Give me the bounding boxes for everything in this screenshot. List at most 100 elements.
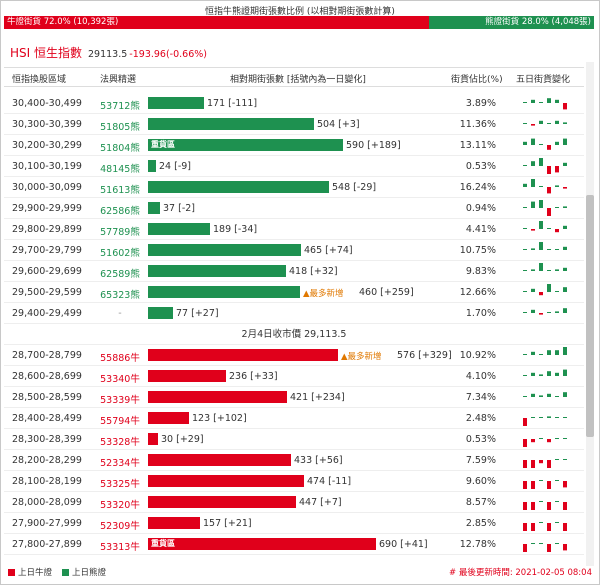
spark-bar <box>523 102 527 103</box>
price-range: 28,200-28,299 <box>12 455 82 466</box>
spark-bar <box>547 228 551 229</box>
table-row[interactable]: 29,800-29,899 57789熊 189 [-34] 4.41% <box>4 219 584 240</box>
warrant-code-link[interactable]: 51602熊 <box>100 248 140 259</box>
table-row[interactable]: 29,700-29,799 51602熊 465 [+74] 10.75% <box>4 240 584 261</box>
spark-bar <box>531 351 535 355</box>
spark-bar <box>547 460 551 468</box>
table-row[interactable]: 27,900-27,999 52309牛 157 [+21] 2.85% <box>4 513 584 534</box>
index-change: -193.96(-0.66%) <box>129 49 207 60</box>
spark-bar <box>547 166 551 174</box>
warrant-code-link[interactable]: 52334牛 <box>100 458 140 469</box>
table-row[interactable]: 28,600-28,699 53340牛 236 [+33] 4.10% <box>4 366 584 387</box>
price-range: 28,500-28,599 <box>12 392 82 403</box>
spark-bar <box>531 372 535 376</box>
header-pct: 街貨佔比(%) <box>451 75 503 85</box>
qty-text: 236 [+33] <box>229 371 278 382</box>
warrant-code-link[interactable]: 53313牛 <box>100 542 140 553</box>
spark-bar <box>563 392 567 397</box>
spark-bar <box>563 122 567 124</box>
table-row[interactable]: 28,100-28,199 53325牛 474 [-11] 9.60% <box>4 471 584 492</box>
legend-bull-swatch <box>8 569 15 576</box>
spark-bar <box>555 166 559 173</box>
qty-text: 421 [+234] <box>290 392 345 403</box>
share-percent: 1.70% <box>465 308 496 319</box>
warrant-code-link[interactable]: 55794牛 <box>100 416 140 427</box>
spark-bar <box>523 123 527 124</box>
warrant-code-link[interactable]: 53325牛 <box>100 479 140 490</box>
spark-bar <box>547 371 551 376</box>
spark-bar <box>539 120 543 124</box>
header-qty: 相對期街張數 [括號內為一日變化] <box>230 75 366 85</box>
header-code: 法興精選 <box>100 75 137 85</box>
warrant-code-link[interactable]: 62589熊 <box>100 269 140 280</box>
spark-bar <box>547 145 551 150</box>
spark-bar <box>523 396 527 397</box>
spark-bar <box>523 165 527 166</box>
spark-bar <box>563 308 567 313</box>
spark-bar <box>539 158 543 166</box>
price-range: 30,000-30,099 <box>12 182 82 193</box>
scrollbar-thumb[interactable] <box>586 195 594 437</box>
spark-bar <box>539 354 543 355</box>
spark-bar <box>523 183 527 187</box>
table-row[interactable]: 28,000-28,099 53320牛 447 [+7] 8.57% <box>4 492 584 513</box>
five-day-sparkline <box>523 347 567 355</box>
table-row[interactable]: 30,100-30,199 48145熊 24 [-9] 0.53% <box>4 156 584 177</box>
qty-bar <box>148 391 287 403</box>
spark-bar <box>539 417 543 418</box>
warrant-code-link[interactable]: 53339牛 <box>100 395 140 406</box>
share-percent: 4.41% <box>465 224 496 235</box>
table-row[interactable]: 28,200-28,299 52334牛 433 [+56] 7.59% <box>4 450 584 471</box>
table-row[interactable]: 29,900-29,999 62586熊 37 [-2] 0.94% <box>4 198 584 219</box>
qty-bar <box>148 160 156 172</box>
warrant-code-link[interactable]: 65323熊 <box>100 290 140 301</box>
warrant-code-link[interactable]: 53712熊 <box>100 101 140 112</box>
qty-text: 418 [+32] <box>289 266 338 277</box>
price-range: 28,700-28,799 <box>12 350 82 361</box>
warrant-code-link[interactable]: 51805熊 <box>100 122 140 133</box>
table-row[interactable]: 28,500-28,599 53339牛 421 [+234] 7.34% <box>4 387 584 408</box>
table-row[interactable]: 30,200-30,299 51804熊 重貨區 590 [+189] 13.11% <box>4 135 584 156</box>
legend-bear-swatch <box>62 569 69 576</box>
warrant-code-link[interactable]: 55886牛 <box>100 353 140 364</box>
table-row[interactable]: 29,400-29,499 - 77 [+27] 1.70% <box>4 303 584 324</box>
spark-bar <box>547 416 551 418</box>
warrant-code-link[interactable]: 51613熊 <box>100 185 140 196</box>
warrant-code-link: - <box>118 308 122 319</box>
qty-text: 690 [+41] <box>379 539 428 550</box>
table-row[interactable]: 28,700-28,799 55886牛 ▲最多新增 576 [+329] 10.92% <box>4 345 584 366</box>
share-percent: 7.59% <box>465 455 496 466</box>
warrant-code-link[interactable]: 62586熊 <box>100 206 140 217</box>
table-row[interactable]: 30,400-30,499 53712熊 171 [-111] 3.89% <box>4 93 584 114</box>
qty-bar <box>148 286 300 298</box>
spark-bar <box>523 141 527 145</box>
spark-bar <box>531 439 535 443</box>
table-row[interactable]: 30,000-30,099 51613熊 548 [-29] 16.24% <box>4 177 584 198</box>
spark-bar <box>539 313 543 315</box>
warrant-code-link[interactable]: 53340牛 <box>100 374 140 385</box>
spark-bar <box>547 439 551 443</box>
warrant-code-link[interactable]: 48145熊 <box>100 164 140 175</box>
qty-bar <box>148 202 160 214</box>
spark-bar <box>555 269 559 271</box>
table-row[interactable]: 27,800-27,899 53313牛 重貨區 690 [+41] 12.78% <box>4 534 584 555</box>
table-row[interactable]: 29,500-29,599 65323熊 ▲最多新增 460 [+259] 12.66% <box>4 282 584 303</box>
spark-bar <box>555 311 559 313</box>
spark-bar <box>531 179 535 187</box>
warrant-code-link[interactable]: 53320牛 <box>100 500 140 511</box>
five-day-sparkline <box>523 158 567 174</box>
table-row[interactable]: 30,300-30,399 51805熊 504 [+3] 11.36% <box>4 114 584 135</box>
spark-bar <box>555 438 559 439</box>
warrant-code-link[interactable]: 52309牛 <box>100 521 140 532</box>
table-row[interactable]: 29,600-29,699 62589熊 418 [+32] 9.83% <box>4 261 584 282</box>
warrant-code-link[interactable]: 53328牛 <box>100 437 140 448</box>
warrant-code-link[interactable]: 57789熊 <box>100 227 140 238</box>
table-row[interactable]: 28,400-28,499 55794牛 123 [+102] 2.48% <box>4 408 584 429</box>
spark-bar <box>547 249 551 250</box>
qty-bar <box>148 244 301 256</box>
bull-ratio-segment: 牛證街貨 72.0% (10,392張) <box>4 16 429 29</box>
bull-rows: 28,700-28,799 55886牛 ▲最多新增 576 [+329] 10.92%… <box>4 345 584 555</box>
table-row[interactable]: 28,300-28,399 53328牛 30 [+29] 0.53% <box>4 429 584 450</box>
spark-bar <box>563 459 567 460</box>
warrant-code-link[interactable]: 51804熊 <box>100 143 140 154</box>
